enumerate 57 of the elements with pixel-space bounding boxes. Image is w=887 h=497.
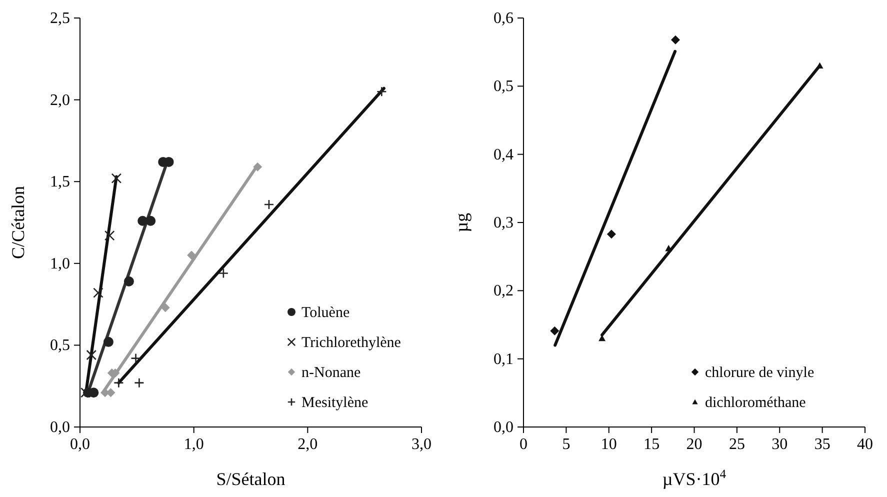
legend-label: chlorure de vinyle (705, 365, 814, 381)
y-tick-label: 0,2 (494, 282, 514, 300)
point (134, 378, 144, 388)
point (187, 250, 196, 260)
point (114, 378, 124, 388)
x-axis-title: S/Sétalon (216, 469, 286, 489)
point (264, 199, 274, 210)
x-tick-label: 5 (562, 436, 570, 453)
point (816, 62, 824, 69)
y-axis-title: C/Cétalon (8, 186, 28, 259)
x-tick-label: 20 (686, 436, 702, 453)
y-tick-label: 0,5 (494, 78, 514, 96)
x-tick-label: 2,0 (298, 436, 318, 453)
x-tick-label: 1,0 (184, 436, 204, 453)
point (218, 268, 229, 278)
point (550, 326, 560, 336)
legend-label: Trichlorethylène (302, 335, 402, 351)
point (93, 288, 104, 298)
legend-label: Mesitylène (302, 395, 368, 411)
point (665, 244, 672, 252)
point (253, 162, 262, 172)
x-tick-label: 15 (644, 436, 660, 453)
y-tick-label: 2,0 (50, 92, 70, 109)
point (86, 350, 97, 360)
point (130, 353, 141, 364)
x-tick-label: 35 (814, 436, 830, 453)
point (104, 230, 115, 241)
y-tick-label: 0,6 (494, 10, 514, 27)
point (376, 86, 387, 97)
y-tick-label: 1,5 (50, 174, 70, 191)
y-axis-title: µg (452, 212, 472, 232)
y-tick-label: 0,0 (50, 419, 70, 436)
x-tick-label: 30 (772, 436, 788, 453)
x-tick-label: 0,0 (70, 436, 90, 453)
y-tick-label: 2,5 (50, 10, 70, 27)
y-tick-label: 0,4 (494, 146, 514, 164)
point (111, 173, 122, 184)
point (606, 230, 616, 239)
point (146, 216, 156, 226)
y-tick-label: 1,0 (50, 255, 70, 272)
point (160, 303, 170, 312)
y-tick-label: 0,3 (494, 214, 514, 232)
y-tick-label: 0,0 (494, 419, 514, 436)
legend-label: Toluène (302, 305, 350, 321)
point (103, 336, 114, 347)
x-tick-label: 3,0 (412, 436, 432, 453)
x-axis-title: µVS·10$^{4}$ (662, 467, 727, 489)
x-tick-label: 40 (857, 436, 873, 453)
x-tick-label: 25 (728, 436, 745, 453)
x-tick-label: 0 (520, 436, 528, 453)
legend-label: n-Nonane (302, 365, 361, 381)
legend-label: dichlorométhane (705, 395, 806, 411)
y-tick-label: 0,1 (494, 350, 514, 368)
x-tick-label: 10 (600, 436, 617, 453)
point (670, 35, 680, 44)
y-tick-label: 0,5 (50, 337, 70, 354)
point (124, 276, 134, 286)
